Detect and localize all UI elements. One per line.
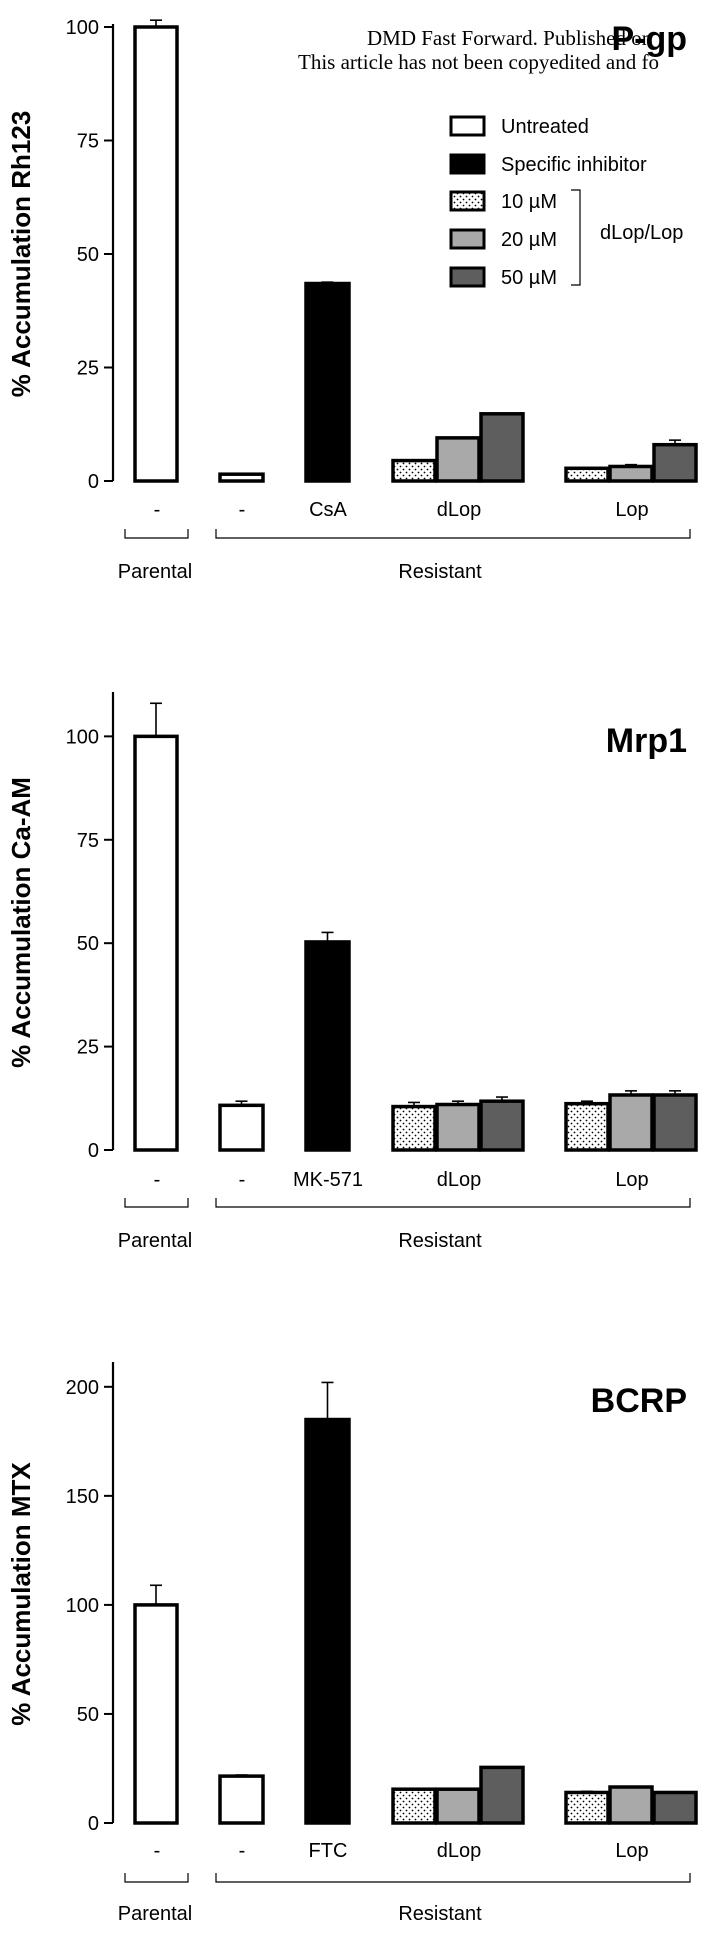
resistant-bracket: [215, 1198, 691, 1208]
legend-swatch-5: [449, 266, 486, 288]
group-label-parental: Parental: [118, 1230, 193, 1252]
chart-panel-3: 0 50 100 150 200 % Accumulation MTX BCRP - - FTC d…: [6, 1362, 698, 1925]
legend-swatch-4: [449, 228, 486, 250]
y-axis-label: % Accumulation MTX: [6, 1462, 36, 1726]
category-label: -: [154, 499, 161, 521]
category-label: dLop: [437, 499, 482, 521]
bar--2: [218, 1774, 265, 1825]
legend-swatch-1: [449, 115, 486, 137]
bar-Lop-7: [564, 466, 610, 483]
bar-Lop-9: [652, 1790, 698, 1825]
group-label-parental: Parental: [118, 561, 193, 583]
legend-label-5: 50 µM: [501, 267, 557, 289]
category-label: Lop: [615, 1840, 648, 1862]
resistant-bracket: [215, 1873, 691, 1883]
bar-CsA-3: [304, 281, 351, 483]
y-tick-label: 100: [66, 1595, 99, 1617]
header-line-2: This article has not been copyedited and…: [298, 50, 659, 74]
group-label-resistant: Resistant: [398, 561, 482, 583]
category-label: -: [239, 499, 246, 521]
chart-title: Mrp1: [606, 722, 687, 760]
bar-dLop-5: [435, 436, 481, 483]
chart-panel-2: 0 25 50 75 100 % Accumulation Ca-AM Mrp1 - - MK-5…: [6, 692, 698, 1252]
y-tick-label: 100: [66, 17, 99, 39]
bar-MK571-3: [304, 940, 351, 1152]
bar-dLop-6: [479, 412, 525, 483]
bar--1: [133, 1603, 179, 1825]
bar-dLop-4: [391, 1787, 437, 1825]
category-label: Lop: [615, 499, 648, 521]
y-tick-label: 25: [77, 1037, 99, 1059]
bar-dLop-4: [391, 458, 437, 483]
y-axis-label: % Accumulation Ca-AM: [6, 777, 36, 1068]
category-label: -: [154, 1840, 161, 1862]
legend-label-3: 10 µM: [501, 191, 557, 213]
legend-swatch-2: [449, 153, 486, 175]
bar-Lop-8: [608, 1785, 654, 1825]
bar--1: [133, 25, 179, 483]
parental-bracket: [124, 529, 189, 539]
y-tick-label: 0: [88, 1813, 99, 1835]
category-label: -: [154, 1169, 161, 1191]
bar--1: [133, 734, 179, 1152]
legend-label-2: Specific inhibitor: [501, 154, 647, 176]
bar-dLop-6: [479, 1765, 525, 1825]
y-tick-label: 0: [88, 471, 99, 493]
y-tick-label: 50: [77, 1704, 99, 1726]
category-label: Lop: [615, 1169, 648, 1191]
legend-bracket-label: dLop/Lop: [600, 222, 683, 244]
parental-bracket: [124, 1198, 189, 1208]
bar-Lop-9: [652, 1093, 698, 1152]
y-tick-label: 100: [66, 726, 99, 748]
legend-swatch-3: [449, 190, 486, 212]
chart-panel-1: 0 25 50 75 100 % Accumulation Rh123 P-gp - - CsA d…: [6, 17, 698, 583]
legend-label-4: 20 µM: [501, 229, 557, 251]
y-tick-label: 150: [66, 1486, 99, 1508]
y-tick-label: 75: [77, 131, 99, 153]
bar-Lop-8: [608, 464, 654, 483]
chart-title: P-gp: [611, 20, 687, 58]
resistant-bracket: [215, 529, 691, 539]
category-label: MK-571: [293, 1169, 363, 1191]
bar-Lop-7: [564, 1101, 610, 1152]
category-label: dLop: [437, 1840, 482, 1862]
y-tick-label: 200: [66, 1377, 99, 1399]
y-tick-label: 50: [77, 933, 99, 955]
header-line-1: DMD Fast Forward. Published on: [367, 26, 653, 50]
category-label: CsA: [309, 499, 347, 521]
legend-label-1: Untreated: [501, 116, 589, 138]
y-axis-label: % Accumulation Rh123: [6, 111, 36, 398]
group-label-resistant: Resistant: [398, 1903, 482, 1925]
bar-dLop-6: [479, 1099, 525, 1152]
bar--2: [218, 1103, 265, 1152]
bar-dLop-5: [435, 1102, 481, 1152]
bar-Lop-9: [652, 442, 698, 483]
bar-dLop-4: [391, 1104, 437, 1152]
bar-Lop-7: [564, 1790, 610, 1825]
category-label: dLop: [437, 1169, 482, 1191]
y-tick-label: 50: [77, 244, 99, 266]
legend: Untreated Specific inhibitor 10 µM 20 µM 50 …: [449, 115, 683, 289]
bar-FTC-3: [304, 1417, 351, 1825]
chart-title: BCRP: [591, 1382, 687, 1420]
legend-bracket: [571, 189, 581, 286]
bar-dLop-5: [435, 1787, 481, 1825]
category-label: FTC: [309, 1840, 348, 1862]
y-tick-label: 75: [77, 830, 99, 852]
category-label: -: [239, 1169, 246, 1191]
parental-bracket: [124, 1873, 189, 1883]
y-tick-label: 25: [77, 358, 99, 380]
group-label-resistant: Resistant: [398, 1230, 482, 1252]
bar--2: [218, 472, 265, 483]
group-label-parental: Parental: [118, 1903, 193, 1925]
y-tick-label: 0: [88, 1140, 99, 1162]
bar-Lop-8: [608, 1093, 654, 1152]
category-label: -: [239, 1840, 246, 1862]
